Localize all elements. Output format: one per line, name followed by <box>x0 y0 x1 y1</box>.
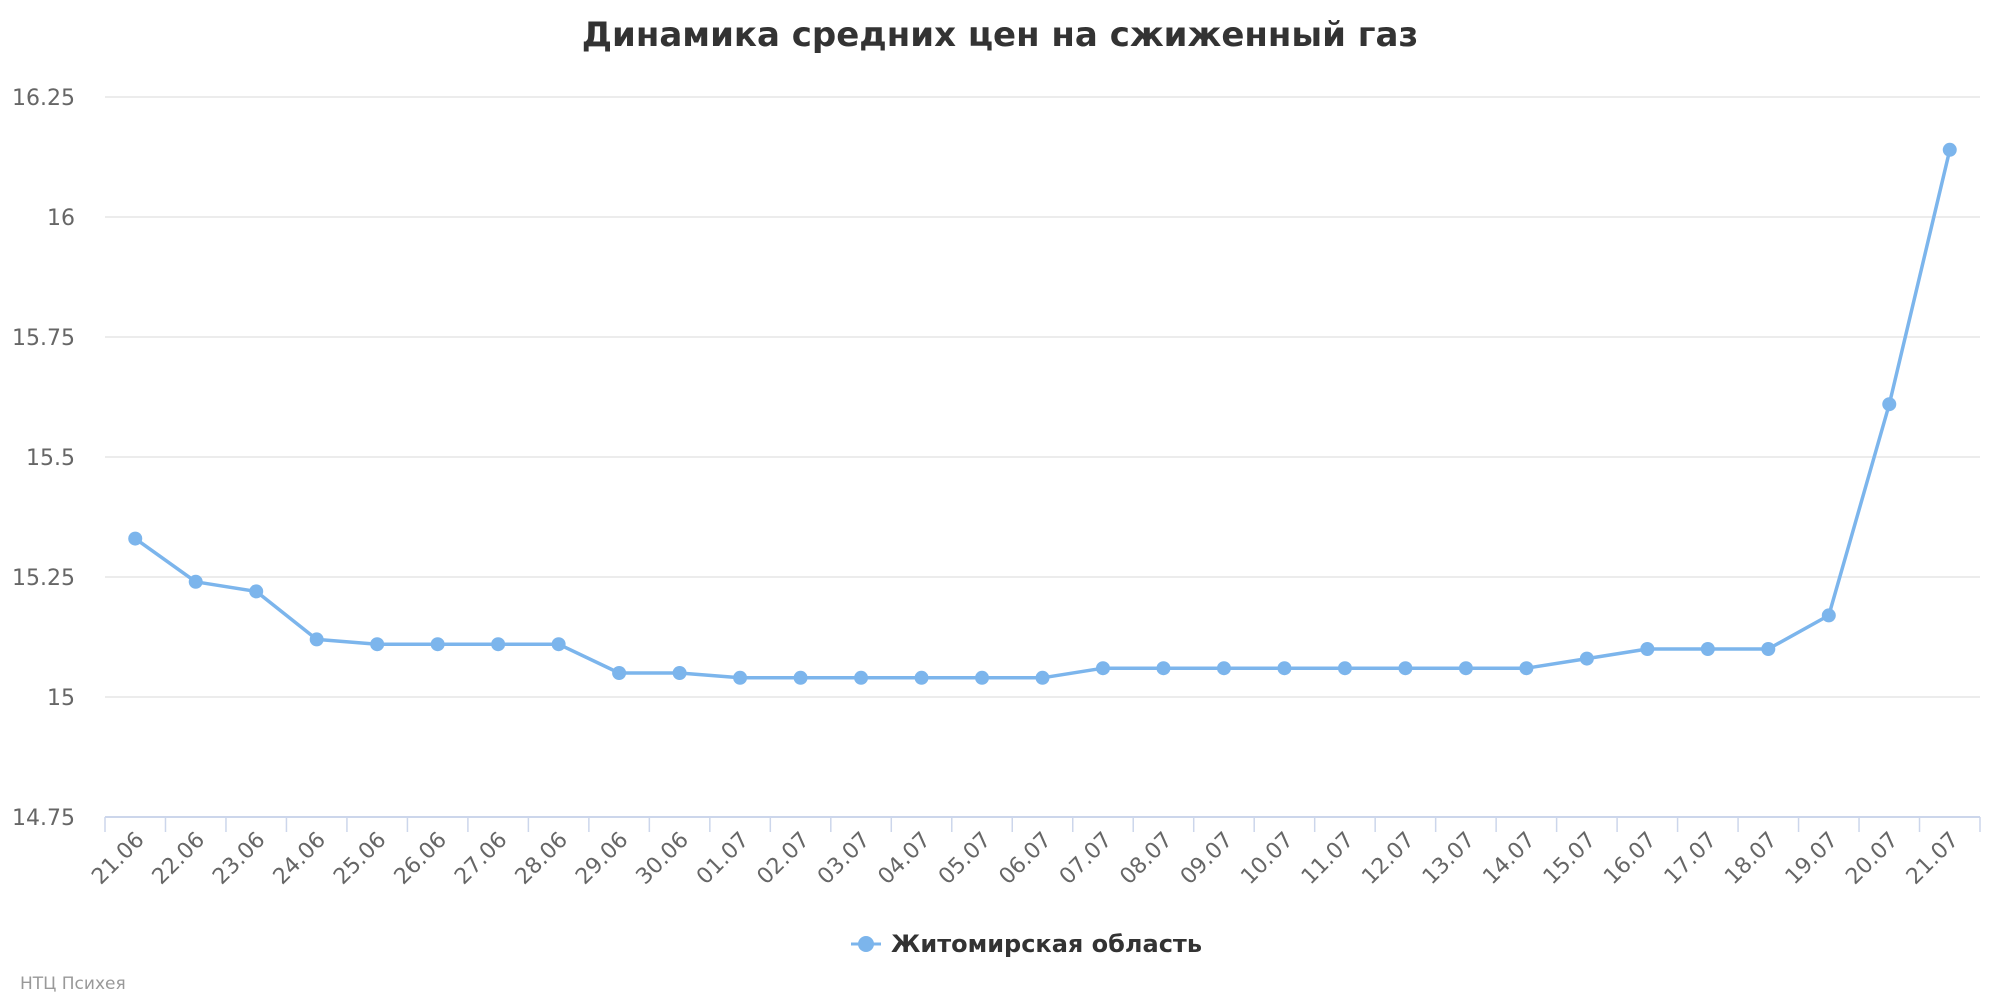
x-tick-label: 17.07 <box>1660 828 1722 890</box>
y-tick-label: 15.25 <box>12 566 75 591</box>
x-tick-label: 18.07 <box>1720 828 1782 890</box>
x-tick-label: 07.07 <box>1055 828 1117 890</box>
y-tick-label: 15.75 <box>12 326 75 351</box>
data-point[interactable] <box>1519 661 1534 676</box>
x-tick-label: 08.07 <box>1115 828 1177 890</box>
x-tick-label: 04.07 <box>874 828 936 890</box>
data-point[interactable] <box>1821 608 1836 623</box>
x-tick-label: 30.06 <box>632 828 694 890</box>
data-point[interactable] <box>491 637 506 652</box>
y-axis: 14.75 15 15.25 15.5 15.75 16 16.25 <box>12 86 75 831</box>
data-point[interactable] <box>1216 661 1231 676</box>
y-tick-label: 15 <box>47 686 75 711</box>
data-point[interactable] <box>249 584 264 599</box>
x-tick-label: 15.07 <box>1539 828 1601 890</box>
x-tick-label: 19.07 <box>1781 828 1843 890</box>
y-tick-label: 14.75 <box>12 806 75 831</box>
x-tick-label: 11.07 <box>1297 828 1359 890</box>
credit-text[interactable]: НТЦ Психея <box>20 974 126 994</box>
data-point[interactable] <box>975 670 990 685</box>
x-tick-label: 13.07 <box>1418 828 1480 890</box>
x-tick-label: 10.07 <box>1236 828 1298 890</box>
data-point[interactable] <box>1761 642 1776 656</box>
x-tick-label: 22.06 <box>148 828 210 890</box>
data-point[interactable] <box>793 670 808 685</box>
x-tick-label: 24.06 <box>269 828 331 890</box>
x-tick-label: 14.07 <box>1478 828 1540 890</box>
legend-item-label: Житомирская область <box>891 930 1202 958</box>
x-tick-label: 21.06 <box>87 828 149 890</box>
data-point[interactable] <box>309 632 324 647</box>
x-tick-label: 25.06 <box>329 828 391 890</box>
x-tick-label: 05.07 <box>934 828 996 890</box>
y-tick-label: 16 <box>47 206 75 231</box>
legend-marker <box>858 936 874 952</box>
x-tick-label: 09.07 <box>1176 828 1238 890</box>
data-point[interactable] <box>1277 661 1292 676</box>
chart-title: Динамика средних цен на сжиженный газ <box>582 15 1419 55</box>
data-point[interactable] <box>854 670 869 685</box>
x-tick-label: 27.06 <box>450 828 512 890</box>
data-point[interactable] <box>1942 142 1957 157</box>
data-point[interactable] <box>1882 397 1897 412</box>
data-point[interactable] <box>672 666 687 680</box>
data-point[interactable] <box>430 637 445 652</box>
x-tick-label: 20.07 <box>1841 828 1903 890</box>
legend[interactable]: Житомирская область <box>851 930 1202 958</box>
series-layer <box>128 142 1957 685</box>
x-tick-label: 01.07 <box>692 828 754 890</box>
data-point[interactable] <box>1156 661 1171 676</box>
data-point[interactable] <box>1700 642 1715 656</box>
x-tick-label: 16.07 <box>1599 828 1661 890</box>
data-point[interactable] <box>733 670 748 685</box>
data-point[interactable] <box>1458 661 1473 676</box>
data-point[interactable] <box>1337 661 1352 676</box>
data-point[interactable] <box>1640 642 1655 656</box>
data-point[interactable] <box>1398 661 1413 676</box>
x-tick-label: 26.06 <box>390 828 452 890</box>
data-point[interactable] <box>551 637 566 652</box>
data-point[interactable] <box>1095 661 1110 676</box>
data-point[interactable] <box>370 637 385 652</box>
series-line <box>133 148 1952 680</box>
x-tick-label: 28.06 <box>511 828 573 890</box>
x-tick-label: 23.06 <box>208 828 270 890</box>
grid-lines <box>105 96 1980 698</box>
data-point[interactable] <box>612 666 627 680</box>
x-tick-label: 12.07 <box>1357 828 1419 890</box>
data-point[interactable] <box>1035 670 1050 685</box>
x-axis: 21.0622.0623.0624.0625.0626.0627.0628.06… <box>87 816 1981 890</box>
data-point[interactable] <box>1579 651 1594 666</box>
y-tick-label: 15.5 <box>26 446 75 471</box>
y-tick-label: 16.25 <box>12 86 75 111</box>
data-point[interactable] <box>128 531 143 546</box>
x-tick-label: 06.07 <box>995 828 1057 890</box>
data-point[interactable] <box>914 670 929 685</box>
x-tick-label: 21.07 <box>1902 828 1964 890</box>
x-tick-label: 02.07 <box>753 828 815 890</box>
x-tick-label: 29.06 <box>571 828 633 890</box>
x-tick-label: 03.07 <box>813 828 875 890</box>
data-point[interactable] <box>188 574 203 589</box>
